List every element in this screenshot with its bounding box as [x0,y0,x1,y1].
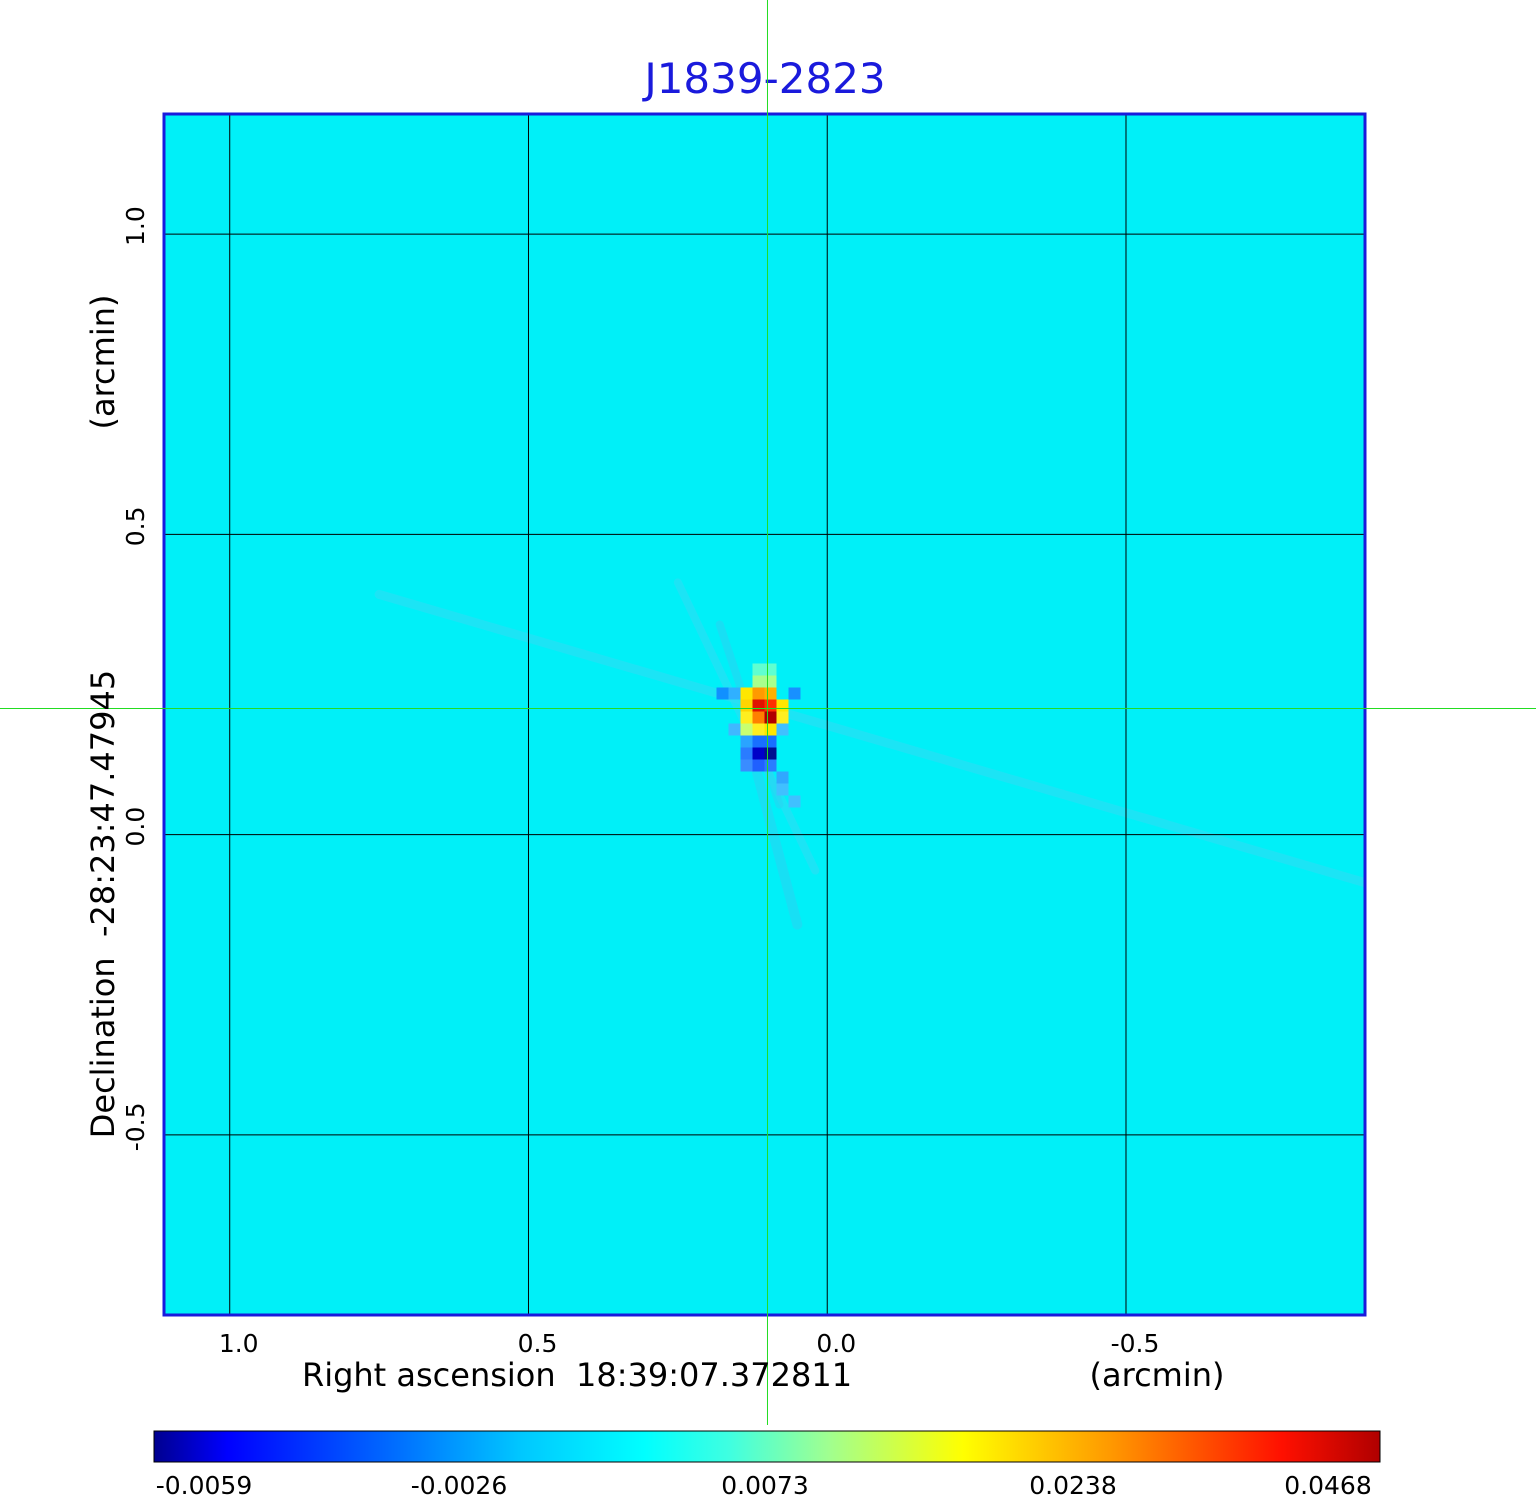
source-pixel [752,675,765,688]
source-pixel [788,687,801,700]
source-pixel [728,723,741,736]
source-pixel [752,711,765,724]
source-pixel [764,759,777,772]
source-pixel [776,699,789,712]
source-pixel [764,747,777,760]
source-pixel [740,723,753,736]
source-pixel [752,735,765,748]
colorbar-tick-label: -0.0026 [411,1471,508,1500]
source-pixel [776,711,789,724]
source-pixel [752,699,765,712]
colorbar-tick-label: 0.0468 [1284,1471,1371,1500]
x-axis-unit: (arcmin) [1090,1356,1225,1394]
source-pixel [740,735,753,748]
y-tick-labels: 1.0 0.5 0.0 -0.5 [121,206,150,1151]
chart-title: J1839-2823 [641,54,885,103]
source-pixel [764,675,777,688]
colorbar-tick-label: 0.0238 [1029,1471,1116,1500]
x-tick-label: 0.0 [816,1329,856,1358]
x-tick-label: -0.5 [1111,1329,1160,1358]
crosshair [0,0,1536,1425]
source-pixel [740,711,753,724]
source-pixel [728,687,741,700]
colorbar-tick-labels: -0.0059 -0.0026 0.0073 0.0238 0.0468 [156,1471,1372,1500]
source-pixel [752,723,765,736]
source-pixel [752,759,765,772]
y-tick-label: 0.5 [121,506,150,546]
y-tick-label: -0.5 [121,1102,150,1151]
plot-frame [162,112,1367,1317]
x-axis-label: Right ascension 18:39:07.372811 [302,1356,852,1394]
y-tick-label: 0.0 [121,807,150,847]
source-pixel [776,771,789,784]
source-pixel [764,699,777,712]
source-pixel [764,687,777,700]
source-pixel [740,747,753,760]
source-pixel [740,699,753,712]
x-tick-label: 1.0 [219,1329,259,1358]
source-pixel [740,687,753,700]
source-pixel [776,783,789,796]
source-pixel [752,687,765,700]
colorbar [153,1430,1381,1463]
x-tick-label: 0.5 [518,1329,558,1358]
y-axis-label: Declination -28:23:47.47945 [84,670,122,1138]
source-pixel [740,759,753,772]
x-tick-labels: 1.0 0.5 0.0 -0.5 [219,1329,1160,1358]
source-pixel [776,723,789,736]
source-pixel [752,747,765,760]
colorbar-tick-label: -0.0059 [156,1471,253,1500]
source-pixel [716,687,729,700]
y-tick-label: 1.0 [121,206,150,246]
source-pixel [788,795,801,808]
y-axis-unit: (arcmin) [84,295,122,430]
source-pixel [752,663,765,676]
source-pixel [764,723,777,736]
source-pixel [764,735,777,748]
source-pixel [764,663,777,676]
source-pixel [764,711,777,724]
colorbar-tick-label: 0.0073 [721,1471,808,1500]
grid-lines [164,114,1365,1315]
